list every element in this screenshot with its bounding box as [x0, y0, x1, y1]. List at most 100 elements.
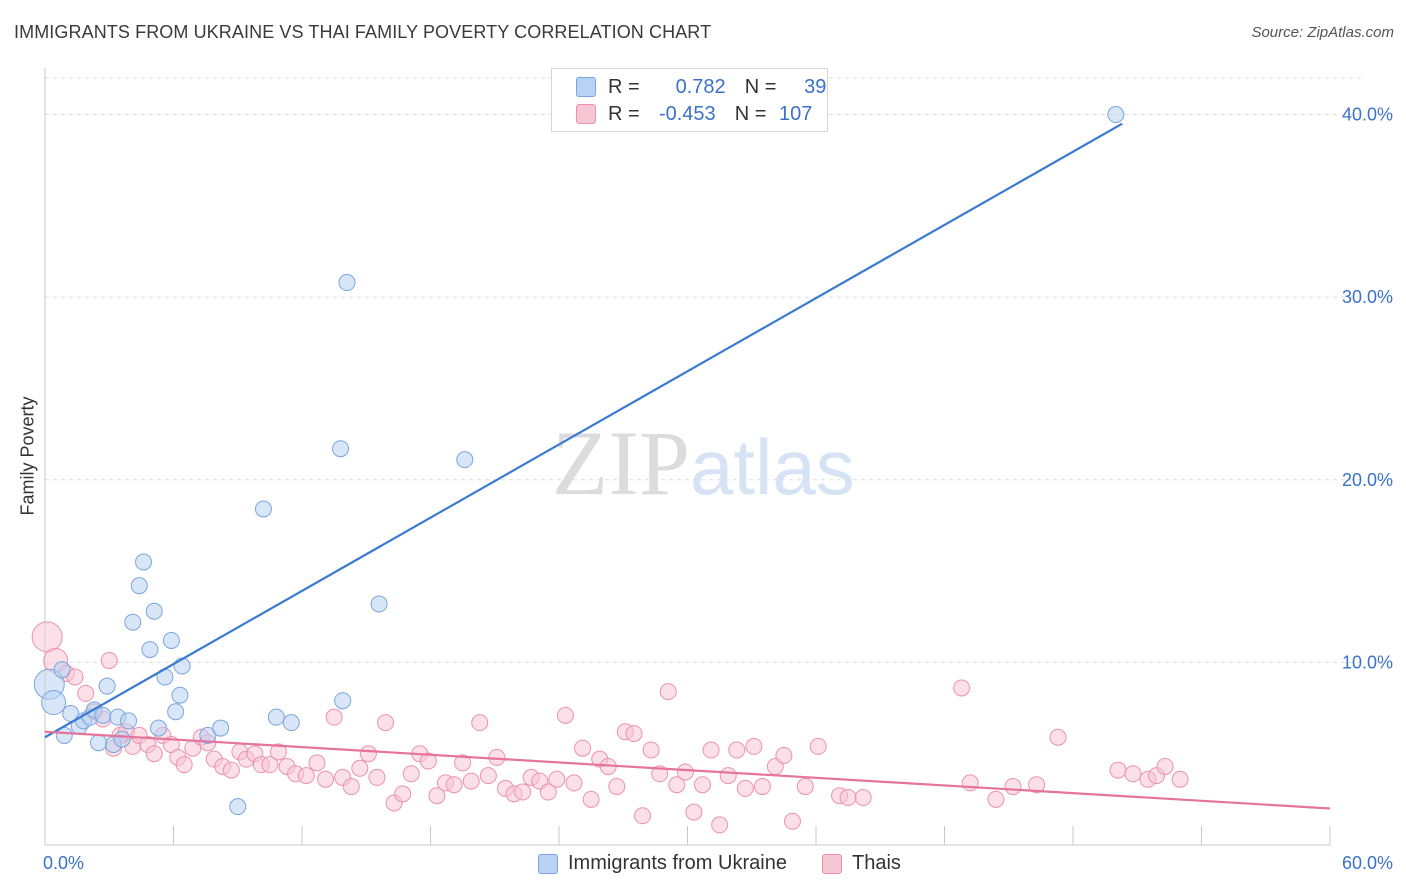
data-point-ukraine: [171, 686, 189, 704]
data-point-thais: [342, 778, 360, 796]
watermark: ZIPatlas: [552, 410, 855, 516]
data-point-ukraine: [334, 692, 352, 710]
data-point-thais: [100, 652, 118, 670]
data-point-ukraine: [229, 798, 247, 816]
data-point-ukraine: [130, 577, 148, 595]
data-point-ukraine: [41, 690, 67, 716]
data-point-thais: [428, 787, 446, 805]
data-point-ukraine: [150, 719, 168, 737]
data-point-thais: [1004, 778, 1022, 796]
data-point-ukraine: [1107, 106, 1125, 124]
series-legend: Immigrants from Ukraine Thais: [0, 852, 1406, 878]
data-point-thais: [556, 706, 574, 724]
data-point-thais: [377, 714, 395, 732]
data-point-ukraine: [282, 714, 300, 732]
data-point-thais: [685, 803, 703, 821]
y-tick-label: 10.0%: [1342, 652, 1393, 672]
series-swatch-thais: [822, 853, 842, 874]
data-point-thais: [462, 772, 480, 790]
data-point-thais: [297, 767, 315, 785]
series-swatch-ukraine: [538, 853, 558, 874]
data-point-thais: [1124, 765, 1142, 783]
y-axis-label: Family Poverty: [17, 396, 38, 516]
x-tick-label: 60.0%: [1342, 853, 1393, 873]
data-point-ukraine: [98, 677, 116, 695]
data-point-thais: [702, 741, 720, 759]
data-point-thais: [539, 783, 557, 801]
data-point-thais: [961, 774, 979, 792]
data-point-ukraine: [53, 661, 71, 679]
data-point-ukraine: [332, 440, 350, 458]
data-point-ukraine: [167, 703, 185, 721]
legend-n-label: N =: [734, 102, 767, 125]
data-point-thais: [753, 778, 771, 796]
legend-swatch-thais: [576, 104, 596, 124]
watermark-atlas: atlas: [690, 423, 855, 511]
data-point-ukraine: [267, 708, 285, 726]
data-point-ukraine: [338, 274, 356, 292]
data-point-thais: [642, 741, 660, 759]
data-point-thais: [548, 770, 566, 788]
data-point-ukraine: [162, 631, 180, 649]
data-point-thais: [368, 768, 386, 786]
data-point-thais: [1109, 761, 1127, 779]
labels-layer: 10.0% 20.0% 30.0% 40.0% 0.0% 60.0%: [43, 105, 1393, 873]
legend-row-ukraine: R = 0.782 N = 39: [576, 74, 826, 100]
data-point-thais: [419, 752, 437, 770]
data-point-thais: [809, 737, 827, 755]
data-point-thais: [514, 783, 532, 801]
legend-r-label: R =: [608, 102, 640, 125]
data-point-thais: [634, 807, 652, 825]
data-point-thais: [659, 683, 677, 701]
data-point-ukraine: [124, 613, 142, 631]
data-point-ukraine: [135, 553, 153, 571]
data-point-thais: [145, 745, 163, 763]
data-point-thais: [693, 776, 711, 794]
legend-swatch-ukraine: [576, 77, 596, 97]
series-legend-thais: Thais: [822, 852, 901, 875]
data-point-thais: [728, 741, 746, 759]
data-point-thais: [479, 767, 497, 785]
data-point-thais: [854, 789, 872, 807]
data-point-ukraine: [199, 726, 217, 744]
series-label-thais: Thais: [852, 852, 901, 874]
data-point-thais: [676, 763, 694, 781]
data-point-thais: [394, 785, 412, 803]
data-point-ukraine: [120, 712, 138, 730]
legend-r-label: R =: [608, 75, 640, 98]
series-legend-ukraine: Immigrants from Ukraine: [538, 852, 787, 875]
trend-layer: [44, 122, 1331, 810]
data-point-thais: [1171, 770, 1189, 788]
series-label-ukraine: Immigrants from Ukraine: [568, 852, 787, 874]
data-point-thais: [736, 779, 754, 797]
data-point-thais: [308, 754, 326, 772]
legend-n-value: 39: [804, 75, 827, 98]
legend-r-value: -0.453: [658, 102, 716, 125]
data-point-thais: [31, 621, 63, 653]
watermark-zip: ZIP: [552, 412, 690, 514]
legend-row-thais: R = -0.453 N = 107: [576, 101, 812, 127]
data-point-ukraine: [456, 451, 474, 469]
data-point-thais: [325, 708, 343, 726]
data-point-thais: [1049, 728, 1067, 746]
data-point-thais: [454, 754, 472, 772]
data-point-thais: [445, 776, 463, 794]
correlation-legend: R = 0.782 N = 39 R = -0.453 N = 107: [551, 68, 828, 132]
data-point-thais: [66, 668, 84, 686]
data-point-thais: [77, 684, 95, 702]
data-point-thais: [582, 790, 600, 808]
data-point-thais: [269, 743, 287, 761]
data-point-thais: [987, 790, 1005, 808]
data-point-thais: [175, 756, 193, 774]
x-tick-label: 0.0%: [43, 853, 84, 873]
grid-layer: [45, 77, 1365, 663]
data-point-ukraine: [145, 602, 163, 620]
data-point-thais: [796, 778, 814, 796]
data-point-ukraine: [94, 706, 112, 724]
axes-layer: [44, 68, 1331, 846]
data-point-thais: [839, 789, 857, 807]
data-point-thais: [317, 770, 335, 788]
y-tick-label: 40.0%: [1342, 105, 1393, 125]
data-point-thais: [222, 761, 240, 779]
